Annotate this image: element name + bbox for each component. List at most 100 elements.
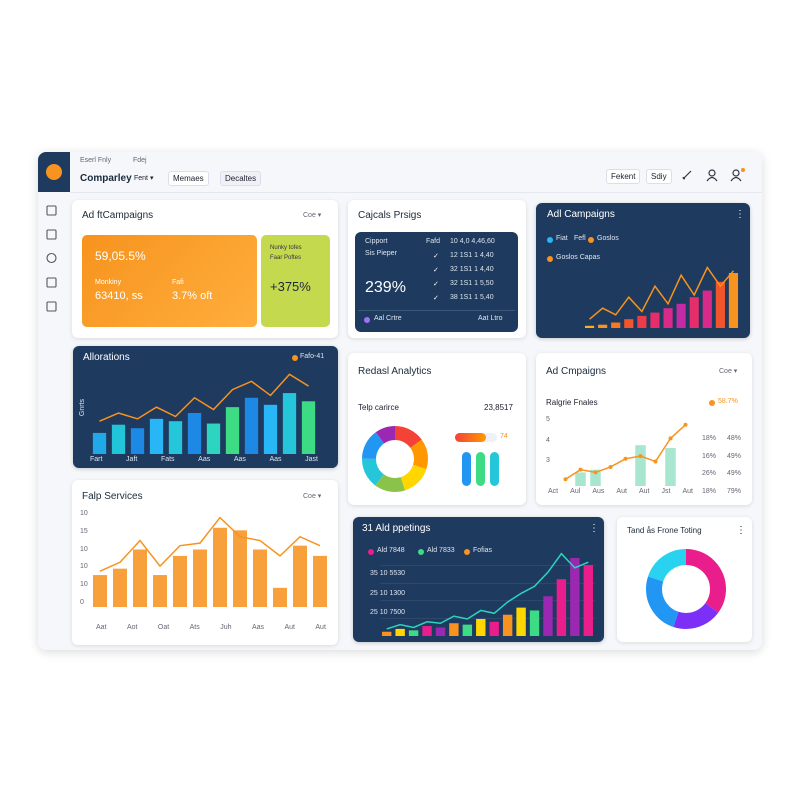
bar (225, 407, 240, 454)
bar (206, 423, 221, 454)
progress-track (455, 433, 497, 442)
axis-label: 25 10 7500 (370, 609, 406, 616)
inner-card (355, 232, 518, 332)
icon[interactable] (730, 176, 742, 182)
y-axis: 5 4 3 (546, 416, 550, 464)
legend-label: Ald 7848 (377, 547, 405, 554)
donut-segment (646, 549, 726, 629)
bar (584, 325, 595, 328)
kpi-label: Nunky tofes (270, 245, 302, 251)
point (683, 422, 688, 427)
y-axis: 10 15 10 10 10 0 (80, 510, 88, 606)
axis-label: Aut (616, 488, 627, 495)
bar (665, 447, 676, 486)
button[interactable]: Fekent (606, 169, 641, 184)
bar (663, 308, 673, 328)
donut-segment (362, 426, 428, 492)
bar (728, 273, 739, 328)
bar (233, 530, 247, 607)
panel-title: Allorations (83, 352, 130, 363)
check: ✓ (433, 267, 439, 274)
icon[interactable] (46, 301, 57, 312)
button[interactable]: Sdiy (646, 169, 672, 184)
divider (358, 310, 515, 311)
divider (70, 192, 762, 193)
icon[interactable] (46, 229, 57, 240)
icon[interactable] (46, 277, 57, 288)
donut-segment (646, 549, 726, 629)
bar (543, 596, 553, 636)
menu[interactable]: Fent ▾ (134, 175, 154, 182)
icon[interactable] (46, 205, 57, 216)
axis-label: Aat (96, 624, 107, 631)
bar (476, 618, 486, 636)
row-text: 10 4,0 4,46,60 (450, 238, 495, 245)
bar (313, 555, 327, 607)
axis-label: 48% (727, 435, 742, 442)
legend-label: Fafo-41 (300, 353, 325, 360)
bar (570, 557, 580, 636)
axis-label: 5 (546, 416, 550, 423)
legend-dot (418, 549, 424, 555)
bar (92, 432, 107, 454)
y-axis: 35 10 5530 25 10 1300 25 10 7500 (370, 570, 405, 616)
bar (244, 397, 259, 454)
legend-dot (292, 355, 298, 361)
bar (502, 614, 513, 636)
icon[interactable] (708, 169, 716, 177)
panel-title: Cajcals Prsigs (358, 210, 422, 221)
axis-label: 15 (80, 527, 88, 535)
sidebar-icons[interactable] (45, 204, 59, 314)
bar (301, 401, 316, 454)
legend-dot (547, 237, 553, 243)
axis-label: 18% (702, 487, 717, 495)
axis-label: Act (548, 488, 559, 495)
dropdown[interactable]: Coe ▾ (303, 493, 322, 500)
icon[interactable] (682, 170, 692, 180)
row-text: 32 1S1 1 4,40 (450, 266, 494, 273)
icon[interactable] (706, 176, 718, 182)
kpi-label: Fafi (172, 279, 184, 286)
bar (111, 424, 126, 454)
value: 23,8517 (484, 403, 513, 412)
point (563, 477, 568, 482)
bar (715, 281, 725, 328)
axis-label: 0 (80, 598, 84, 606)
bar (213, 527, 227, 607)
bar (624, 319, 634, 328)
kpi-value: +375% (270, 279, 311, 294)
bar (516, 607, 526, 636)
bar (590, 469, 601, 486)
axis-label: Juh (220, 624, 232, 631)
point (608, 464, 613, 469)
menu[interactable]: Decaltes (220, 171, 262, 186)
bar (130, 428, 145, 454)
icon[interactable] (732, 169, 740, 177)
label: Cipport (365, 238, 388, 245)
axis-label: 3 (546, 457, 550, 464)
menu-icon[interactable]: ⋮ (589, 523, 599, 534)
bar (489, 621, 499, 636)
x-axis: Aat Aot Oat Ats Juh Aas Aut Aut (96, 624, 326, 631)
label: Sis Pieper (365, 250, 397, 257)
panel-title: Ad ftCampaigns (82, 210, 154, 221)
kpi-value: 63410, ss (95, 290, 143, 302)
bar (113, 568, 127, 607)
menu[interactable]: Memaes (168, 171, 209, 186)
axis-label: Gnrts (79, 398, 87, 417)
icon[interactable] (46, 252, 57, 264)
menu-icon[interactable]: ⋮ (736, 525, 746, 536)
pill (476, 452, 485, 486)
label: Telp carirce (358, 403, 399, 412)
kpi-value: 3.7% oft (172, 290, 213, 302)
dropdown[interactable]: Coe ▾ (719, 368, 738, 375)
point (653, 459, 658, 464)
pill (462, 452, 471, 486)
menu-icon[interactable]: ⋮ (735, 209, 745, 220)
bar (187, 413, 202, 454)
dropdown[interactable]: Coe ▾ (303, 212, 322, 219)
legend-label: Goslos Capas (556, 254, 600, 261)
header-icons[interactable] (680, 168, 750, 182)
big-value: 239% (365, 279, 406, 296)
bar (702, 290, 712, 328)
